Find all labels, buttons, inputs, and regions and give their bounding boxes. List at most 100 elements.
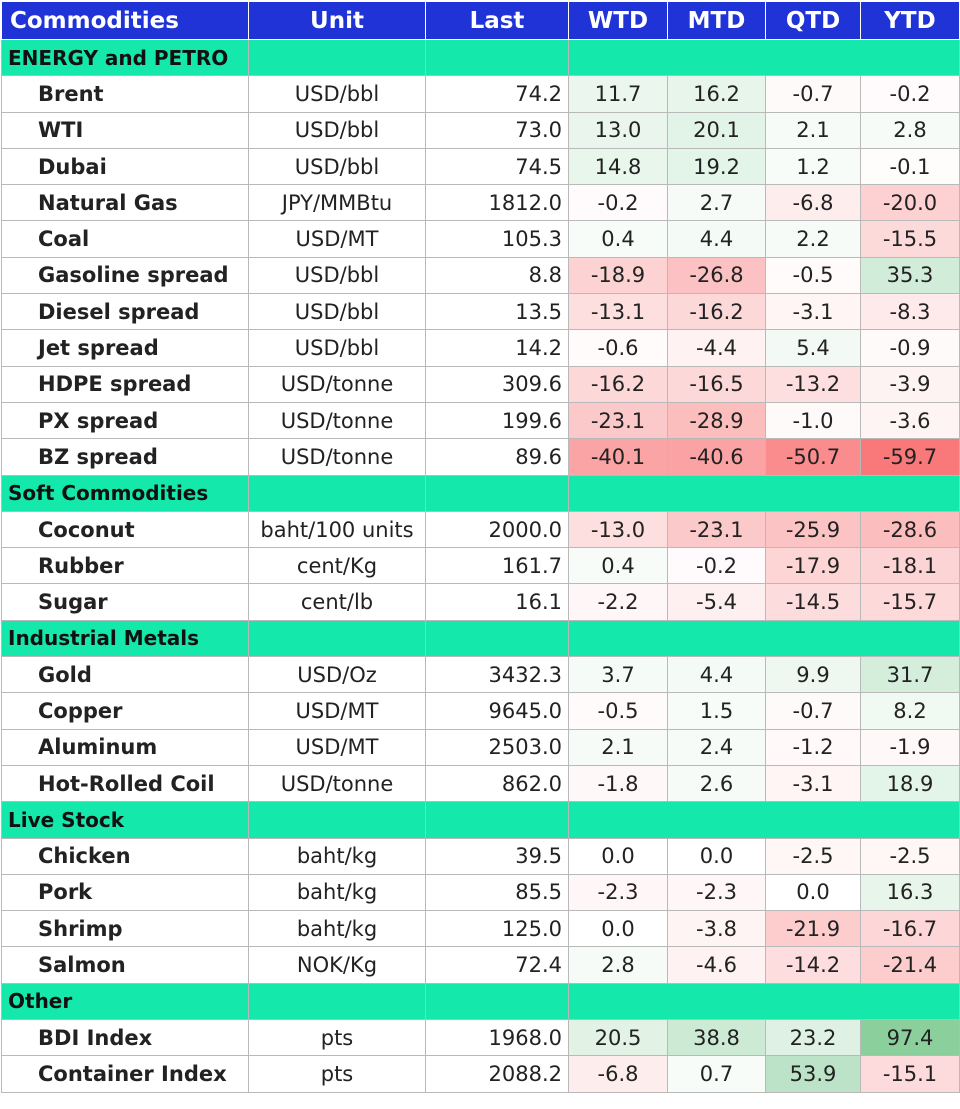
wtd-change-cell: 0.4 [568, 220, 668, 258]
mtd-change-cell: 38.8 [667, 1019, 766, 1057]
category-spacer [568, 801, 960, 839]
last-price-cell: 2088.2 [425, 1055, 569, 1093]
wtd-change-cell: 20.5 [568, 1019, 668, 1057]
ytd-change-cell: 97.4 [860, 1019, 960, 1057]
table-row: Jet spread USD/bbl 14.2 -0.6 -4.4 5.4 -0.9 [1, 329, 960, 367]
table-row: Chicken baht/kg 39.5 0.0 0.0 -2.5 -2.5 [1, 837, 960, 875]
mtd-change-cell: 16.2 [667, 75, 766, 113]
category-spacer [425, 38, 569, 77]
last-price-cell: 161.7 [425, 547, 569, 585]
unit-cell: pts [248, 1055, 426, 1093]
unit-cell: baht/kg [248, 837, 426, 875]
ytd-change-cell: 8.2 [860, 692, 960, 730]
qtd-change-cell: 53.9 [765, 1055, 861, 1093]
qtd-change-cell: -1.0 [765, 401, 861, 440]
qtd-change-cell: -13.2 [765, 365, 861, 403]
commodity-name: BZ spread [1, 438, 249, 476]
wtd-change-cell: 13.0 [568, 111, 668, 149]
commodity-name: Container Index [1, 1055, 249, 1093]
wtd-change-cell: -0.5 [568, 692, 668, 730]
commodity-name: Coconut [1, 510, 249, 549]
category-spacer [248, 982, 426, 1021]
unit-cell: USD/MT [248, 220, 426, 258]
ytd-change-cell: -3.9 [860, 365, 960, 403]
last-price-cell: 862.0 [425, 764, 569, 803]
last-price-cell: 2503.0 [425, 728, 569, 766]
commodity-name: Copper [1, 692, 249, 730]
mtd-change-cell: 0.0 [667, 837, 766, 875]
last-price-cell: 1812.0 [425, 184, 569, 222]
header-qtd: QTD [765, 1, 861, 40]
unit-cell: USD/bbl [248, 147, 426, 186]
header-mtd: MTD [667, 1, 766, 40]
mtd-change-cell: 0.7 [667, 1055, 766, 1093]
wtd-change-cell: -16.2 [568, 365, 668, 403]
ytd-change-cell: -1.9 [860, 728, 960, 766]
commodity-name: Diesel spread [1, 293, 249, 331]
last-price-cell: 14.2 [425, 329, 569, 367]
last-price-cell: 73.0 [425, 111, 569, 149]
table-row: BZ spread USD/tonne 89.6 -40.1 -40.6 -50.7 -59… [1, 438, 960, 476]
category-spacer [425, 474, 569, 512]
table-row: Aluminum USD/MT 2503.0 2.1 2.4 -1.2 -1.9 [1, 728, 960, 766]
qtd-change-cell: 2.1 [765, 111, 861, 149]
wtd-change-cell: 3.7 [568, 656, 668, 694]
last-price-cell: 89.6 [425, 438, 569, 476]
table-row: Hot-Rolled Coil USD/tonne 862.0 -1.8 2.6 -3.1… [1, 764, 960, 803]
category-spacer [425, 801, 569, 839]
qtd-change-cell: -14.2 [765, 946, 861, 984]
wtd-change-cell: 0.0 [568, 837, 668, 875]
last-price-cell: 2000.0 [425, 510, 569, 549]
wtd-change-cell: -2.3 [568, 873, 668, 912]
header-last: Last [425, 1, 569, 40]
ytd-change-cell: -15.7 [860, 583, 960, 621]
table-row: Coal USD/MT 105.3 0.4 4.4 2.2 -15.5 [1, 220, 960, 258]
category-row: Other [1, 982, 960, 1021]
qtd-change-cell: -14.5 [765, 583, 861, 621]
mtd-change-cell: -0.2 [667, 547, 766, 585]
commodity-name: HDPE spread [1, 365, 249, 403]
unit-cell: USD/bbl [248, 75, 426, 113]
commodity-name: Chicken [1, 837, 249, 875]
qtd-change-cell: 1.2 [765, 147, 861, 186]
wtd-change-cell: -13.1 [568, 293, 668, 331]
ytd-change-cell: -0.9 [860, 329, 960, 367]
unit-cell: USD/tonne [248, 401, 426, 440]
category-label: ENERGY and PETRO [1, 38, 249, 77]
qtd-change-cell: -0.7 [765, 75, 861, 113]
unit-cell: USD/MT [248, 692, 426, 730]
category-spacer [568, 474, 960, 512]
mtd-change-cell: -26.8 [667, 256, 766, 295]
category-row: Live Stock [1, 801, 960, 839]
mtd-change-cell: -16.5 [667, 365, 766, 403]
category-spacer [425, 619, 569, 658]
table-row: Shrimp baht/kg 125.0 0.0 -3.8 -21.9 -16.7 [1, 910, 960, 948]
category-spacer [248, 38, 426, 77]
mtd-change-cell: -2.3 [667, 873, 766, 912]
commodity-name: Sugar [1, 583, 249, 621]
table-row: Copper USD/MT 9645.0 -0.5 1.5 -0.7 8.2 [1, 692, 960, 730]
category-row: ENERGY and PETRO [1, 38, 960, 77]
commodity-name: Pork [1, 873, 249, 912]
wtd-change-cell: -1.8 [568, 764, 668, 803]
unit-cell: USD/tonne [248, 438, 426, 476]
qtd-change-cell: 23.2 [765, 1019, 861, 1057]
ytd-change-cell: -2.5 [860, 837, 960, 875]
category-spacer [248, 801, 426, 839]
mtd-change-cell: 4.4 [667, 220, 766, 258]
unit-cell: USD/bbl [248, 293, 426, 331]
unit-cell: NOK/Kg [248, 946, 426, 984]
last-price-cell: 199.6 [425, 401, 569, 440]
header-ytd: YTD [860, 1, 960, 40]
commodity-name: Gasoline spread [1, 256, 249, 295]
wtd-change-cell: -23.1 [568, 401, 668, 440]
last-price-cell: 16.1 [425, 583, 569, 621]
header-row: Commodities Unit Last WTD MTD QTD YTD [1, 1, 960, 40]
wtd-change-cell: -6.8 [568, 1055, 668, 1093]
unit-cell: cent/Kg [248, 547, 426, 585]
ytd-change-cell: 2.8 [860, 111, 960, 149]
ytd-change-cell: -0.2 [860, 75, 960, 113]
last-price-cell: 13.5 [425, 293, 569, 331]
last-price-cell: 72.4 [425, 946, 569, 984]
